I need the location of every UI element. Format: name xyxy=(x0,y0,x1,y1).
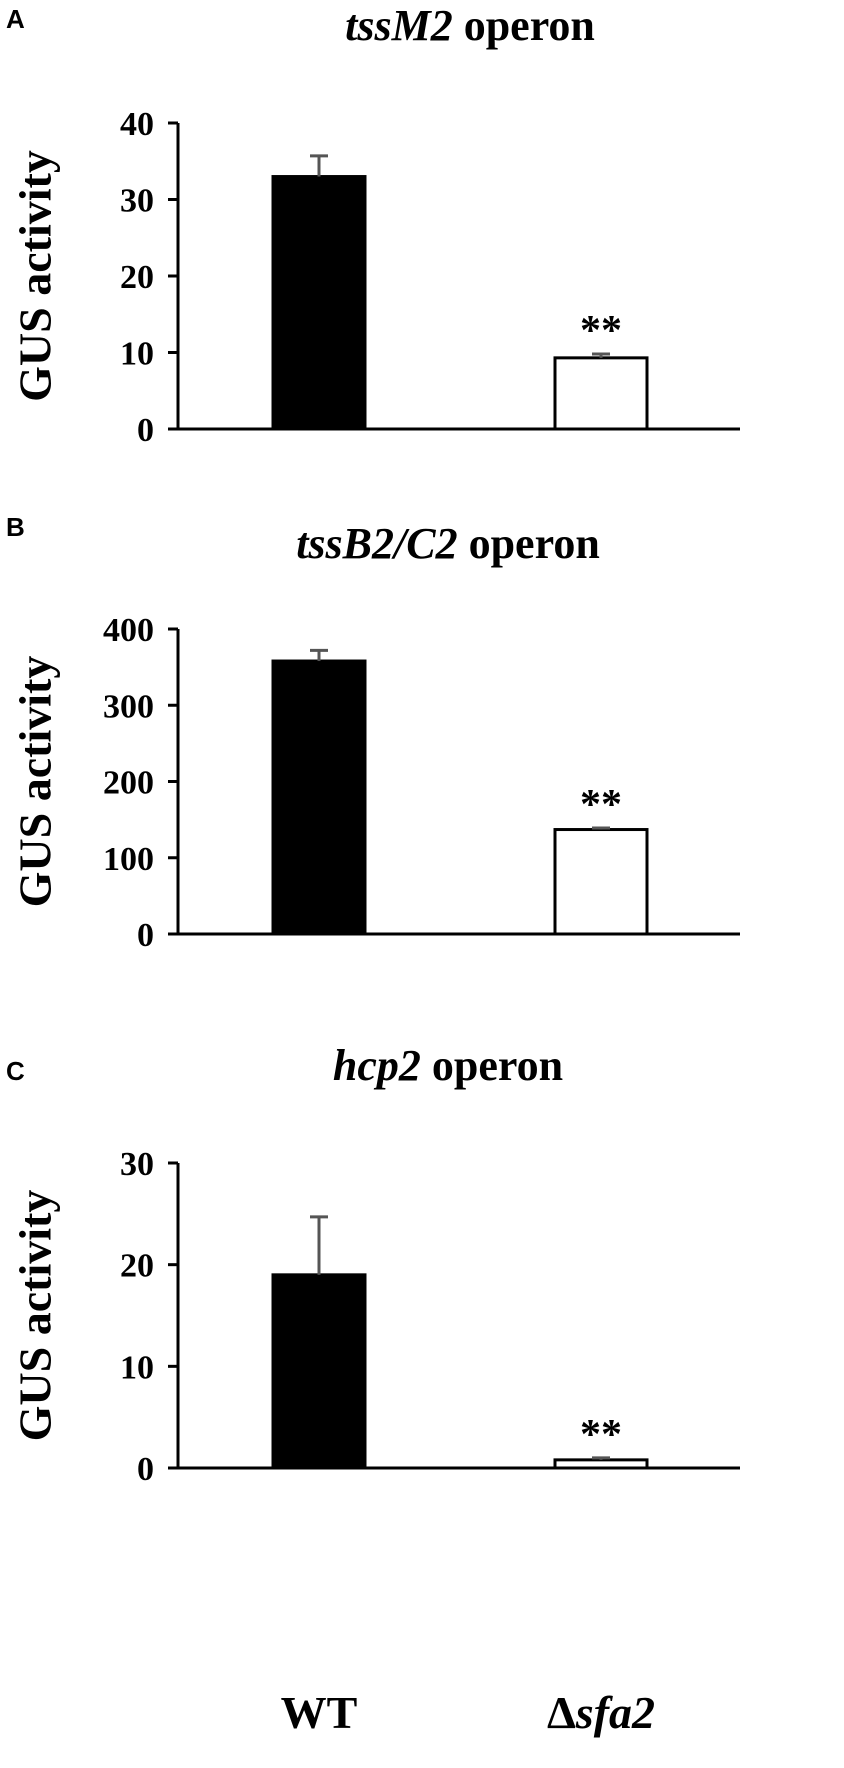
chart-title-italic: tssB2/C2 xyxy=(296,519,457,568)
y-tick-label: 400 xyxy=(103,612,154,649)
bar-wt xyxy=(271,175,367,431)
y-tick-label: 20 xyxy=(120,259,154,296)
chart-title-rest: operon xyxy=(458,519,600,568)
y-axis-label: GUS activity xyxy=(10,1190,61,1442)
panel-letter: B xyxy=(6,512,25,542)
y-tick-label: 200 xyxy=(103,765,154,802)
y-tick-label: 40 xyxy=(120,106,154,143)
y-axis-label: GUS activity xyxy=(10,150,61,402)
bar-sfa2 xyxy=(553,828,649,936)
y-tick-label: 0 xyxy=(137,412,154,449)
x-category-labels: WT Δsfa2 xyxy=(281,1687,655,1738)
y-tick-label: 10 xyxy=(120,1349,154,1386)
bar-wt xyxy=(271,1273,367,1470)
y-tick-label: 0 xyxy=(137,917,154,954)
chart-title-italic: hcp2 xyxy=(333,1041,421,1090)
y-tick-label: 20 xyxy=(120,1248,154,1285)
y-tick-label: 100 xyxy=(103,841,154,878)
x-category-prefix: Δ xyxy=(547,1687,576,1738)
y-tick-label: 10 xyxy=(120,336,154,373)
chart-title-rest: operon xyxy=(421,1041,563,1090)
y-tick-label: 30 xyxy=(120,183,154,220)
y-tick-label: 30 xyxy=(120,1146,154,1183)
significance-label: ** xyxy=(580,782,622,828)
chart-title: tssB2/C2 operon xyxy=(296,519,600,568)
chart-title: hcp2 operon xyxy=(333,1041,563,1090)
x-category-main: sfa2 xyxy=(575,1687,655,1738)
significance-label: ** xyxy=(580,308,622,354)
chart-title-rest: operon xyxy=(453,1,595,50)
y-tick-label: 0 xyxy=(137,1451,154,1488)
y-axis-label: GUS activity xyxy=(10,656,61,908)
y-tick-label: 300 xyxy=(103,688,154,725)
panel-letter: A xyxy=(6,4,25,34)
bar-wt xyxy=(271,659,367,936)
chart-title-italic: tssM2 xyxy=(345,1,453,50)
chart-title: tssM2 operon xyxy=(345,1,595,50)
bar-sfa2 xyxy=(553,356,649,431)
x-category-label: WT xyxy=(281,1687,358,1738)
x-category-label: Δsfa2 xyxy=(547,1687,655,1738)
significance-label: ** xyxy=(580,1412,622,1458)
panel-letter: C xyxy=(6,1056,25,1086)
bar-sfa2 xyxy=(553,1458,649,1470)
